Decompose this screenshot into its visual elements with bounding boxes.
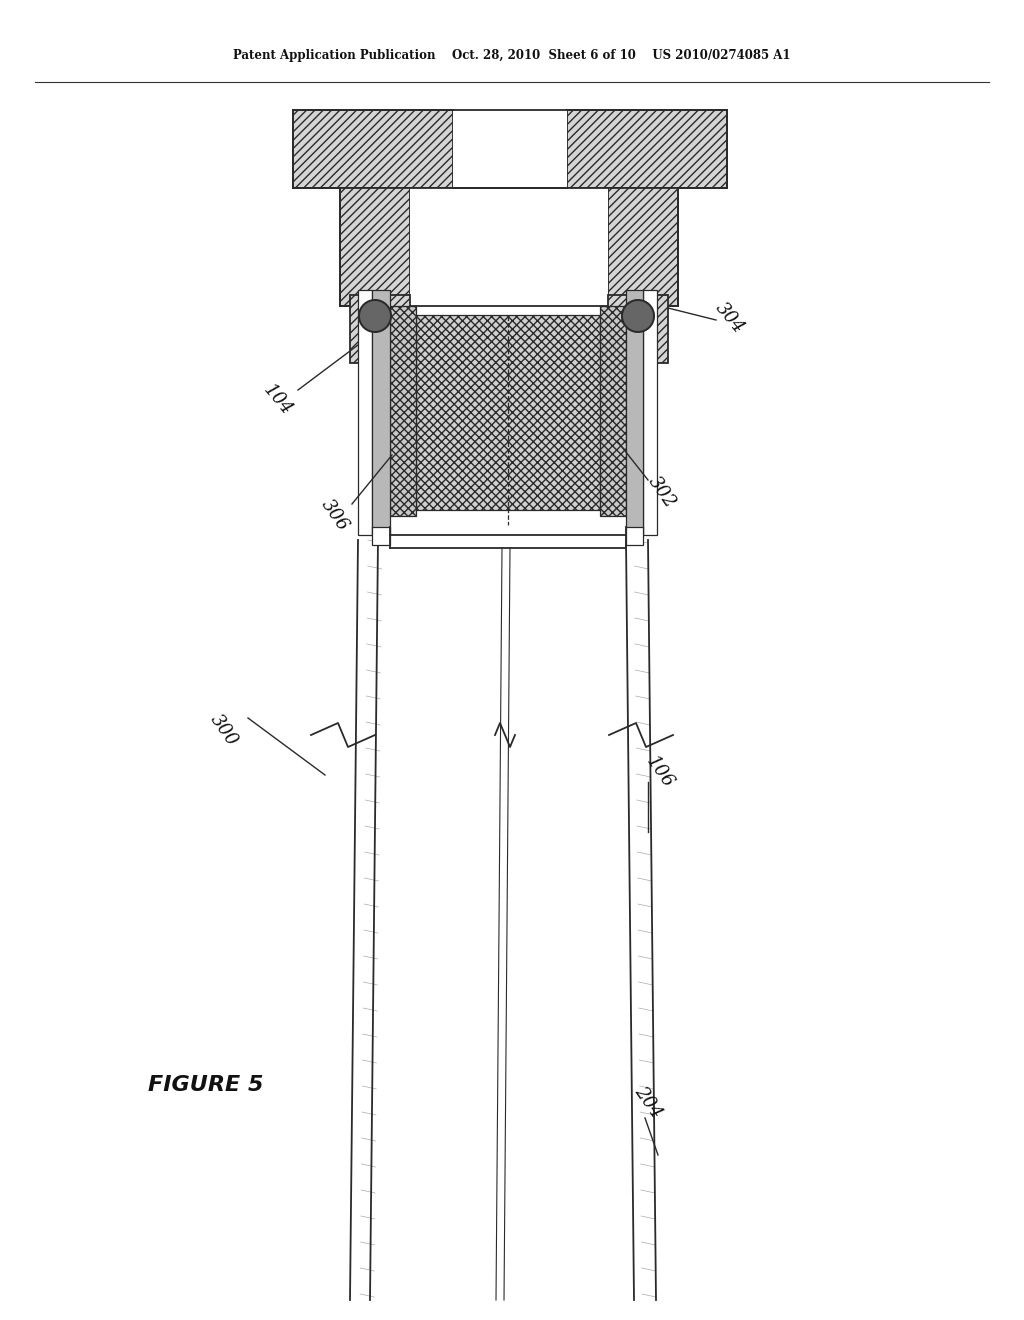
- Text: FIGURE 5: FIGURE 5: [148, 1074, 263, 1096]
- Bar: [626, 290, 643, 535]
- Text: 306: 306: [317, 496, 352, 535]
- Circle shape: [622, 300, 654, 333]
- Text: 106: 106: [643, 752, 677, 791]
- Bar: [372, 527, 390, 545]
- Bar: [608, 294, 668, 363]
- Bar: [410, 187, 608, 306]
- Bar: [608, 187, 678, 306]
- Bar: [567, 110, 727, 187]
- Bar: [600, 306, 626, 516]
- Circle shape: [359, 300, 391, 333]
- Bar: [340, 187, 410, 306]
- Text: 204: 204: [631, 1082, 666, 1121]
- Bar: [358, 290, 372, 535]
- Text: 104: 104: [260, 381, 296, 418]
- Text: Patent Application Publication    Oct. 28, 2010  Sheet 6 of 10    US 2010/027408: Patent Application Publication Oct. 28, …: [233, 49, 791, 62]
- Text: 302: 302: [645, 473, 679, 511]
- Bar: [390, 306, 416, 516]
- Bar: [416, 315, 600, 510]
- Bar: [372, 290, 390, 535]
- Text: 304: 304: [712, 300, 748, 337]
- Bar: [350, 294, 410, 363]
- Bar: [453, 110, 567, 187]
- Text: 300: 300: [207, 710, 242, 750]
- Bar: [293, 110, 453, 187]
- Bar: [626, 527, 643, 545]
- Bar: [643, 290, 657, 535]
